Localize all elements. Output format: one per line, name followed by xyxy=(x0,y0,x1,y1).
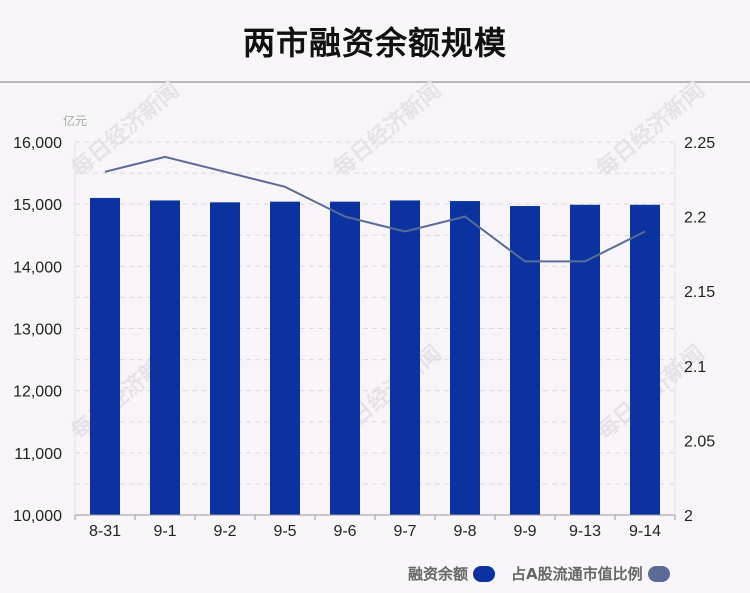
x-tick-label: 9-7 xyxy=(393,523,416,540)
legend: 融资余额 占A股流通市值比例 xyxy=(408,563,686,584)
bar-series xyxy=(90,197,660,516)
bar-9-1 xyxy=(150,200,180,516)
bar-9-9 xyxy=(510,206,540,515)
bar-9-2 xyxy=(210,202,240,515)
x-tick-label: 9-8 xyxy=(453,523,476,540)
x-tick-label: 9-13 xyxy=(569,523,601,540)
bar-9-13 xyxy=(570,204,600,515)
legend-label-balance: 融资余额 xyxy=(408,565,469,583)
bar-9-8 xyxy=(450,201,480,515)
x-tick-label: 9-5 xyxy=(273,523,296,540)
x-tick-label: 8-31 xyxy=(89,523,121,540)
bar-9-14 xyxy=(630,204,660,515)
legend-label-ratio: 占A股流通市值比例 xyxy=(511,565,643,583)
axes: 亿元 10,000 11,000 12,000 13,000 14,000 15,000 16… xyxy=(13,113,715,540)
y-left-tick-label: 15,000 xyxy=(13,197,62,214)
bar-9-7 xyxy=(390,200,420,516)
y-left-tick-label: 13,000 xyxy=(13,322,62,339)
y-left-tick-label: 14,000 xyxy=(13,259,62,276)
y-left-tick-label: 10,000 xyxy=(13,508,62,525)
y-left-tick-label: 16,000 xyxy=(13,135,62,152)
y-right-tick-label: 2.15 xyxy=(684,284,715,301)
title-divider xyxy=(0,81,750,83)
x-tick-label: 9-1 xyxy=(153,523,176,540)
y-right-tick-label: 2.2 xyxy=(684,210,706,227)
legend-swatch-ratio xyxy=(647,565,670,582)
x-tick-label: 9-9 xyxy=(513,523,536,540)
line-series xyxy=(104,155,646,263)
chart-title: 两市融资余额规模 xyxy=(242,24,507,62)
bar-9-6 xyxy=(330,201,360,515)
x-tick-label: 9-14 xyxy=(629,523,661,540)
legend-swatch-balance xyxy=(473,565,496,582)
y-left-tick-label: 12,000 xyxy=(13,384,62,401)
ratio-line xyxy=(104,155,646,263)
y-right-tick-label: 2.25 xyxy=(684,135,715,152)
watermark-text: 每日经济新闻 xyxy=(329,77,447,182)
x-tick-label: 9-2 xyxy=(213,523,236,540)
y-right-tick-label: 2 xyxy=(684,508,693,525)
y-left-tick-label: 11,000 xyxy=(14,446,62,463)
y-right-tick-label: 2.1 xyxy=(684,359,706,376)
x-tick-label: 9-6 xyxy=(333,523,356,540)
y-left-unit: 亿元 xyxy=(63,113,87,128)
bar-9-5 xyxy=(270,201,300,515)
y-right-tick-label: 2.05 xyxy=(684,433,715,450)
watermark-text: 每日经济新闻 xyxy=(592,77,710,182)
bar-8-31 xyxy=(90,197,120,515)
